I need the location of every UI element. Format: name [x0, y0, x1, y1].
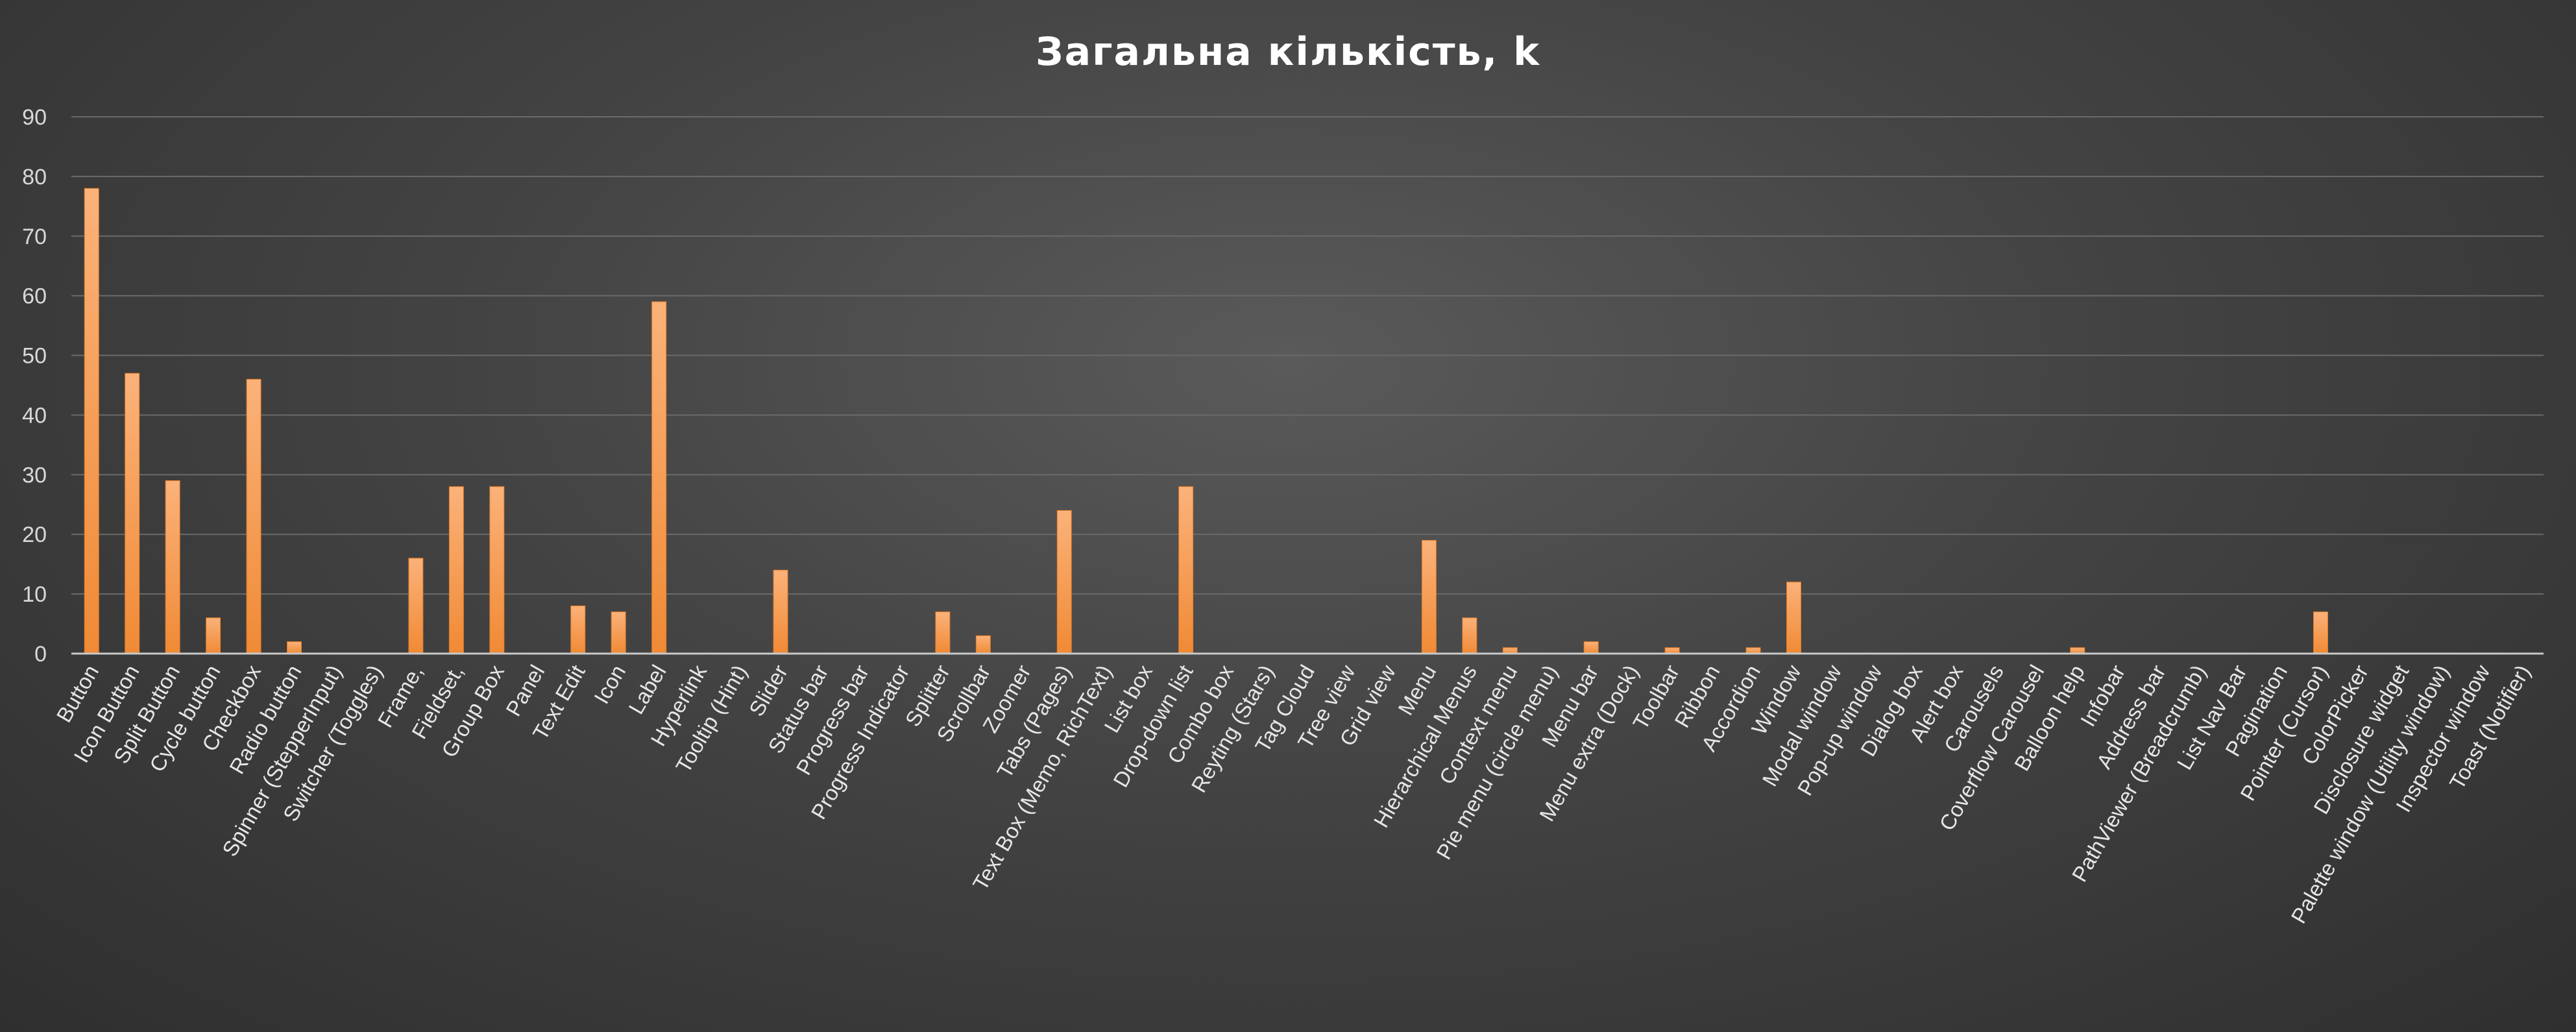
bar: [165, 480, 180, 654]
bar: [1786, 582, 1802, 654]
bar: [1462, 617, 1477, 654]
y-tick-label: 20: [22, 522, 47, 547]
bar: [408, 558, 424, 654]
y-axis-ticks: 0 10 20 30 40 50 60 70 80 90: [22, 105, 47, 667]
bar: [246, 378, 261, 654]
bar: [2313, 611, 2328, 654]
bar: [489, 486, 505, 654]
bar: [935, 611, 951, 654]
y-tick-label: 40: [22, 403, 47, 428]
bar: [651, 301, 667, 654]
y-tick-label: 50: [22, 344, 47, 369]
bar: [1056, 510, 1072, 654]
bars: [84, 188, 2328, 654]
y-tick-label: 60: [22, 284, 47, 309]
y-tick-label: 10: [22, 582, 47, 607]
y-tick-label: 80: [22, 165, 47, 190]
bar: [287, 641, 302, 654]
bar: [1178, 486, 1194, 654]
bar: [773, 569, 788, 654]
bar: [611, 611, 626, 654]
bar: [975, 635, 991, 654]
gridlines: [71, 116, 2544, 595]
bar: [1583, 641, 1599, 654]
bar: [125, 373, 140, 654]
bar: [206, 617, 221, 654]
y-tick-label: 90: [22, 105, 47, 130]
x-tick-label: Icon: [589, 661, 630, 708]
bar: [84, 188, 99, 654]
y-tick-label: 30: [22, 463, 47, 487]
bar: [448, 486, 464, 654]
bar: [570, 605, 586, 654]
y-tick-label: 70: [22, 225, 47, 249]
y-tick-label: 0: [34, 642, 47, 667]
chart-title: Загальна кількість, k: [1036, 29, 1540, 75]
bar: [1421, 539, 1437, 654]
